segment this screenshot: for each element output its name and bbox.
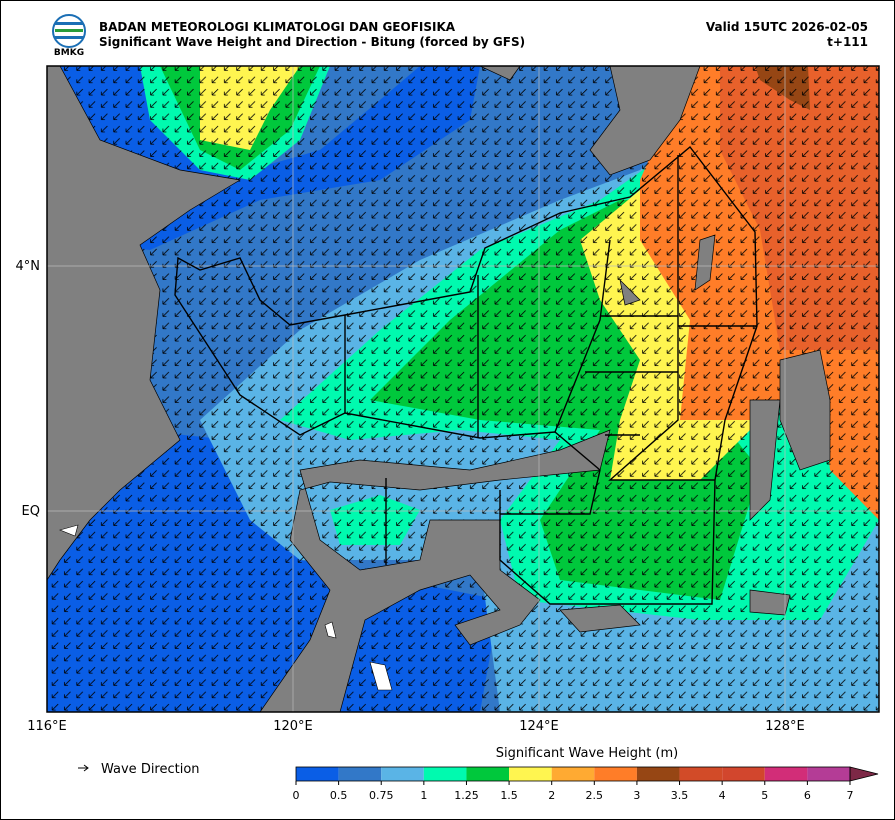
lon-label: 124°E — [519, 719, 559, 734]
arrow-icon — [78, 764, 89, 772]
colorbar-tick-label: 4 — [719, 789, 726, 802]
wave-direction-legend: Wave Direction — [101, 762, 200, 777]
logo-text: BMKG — [54, 48, 84, 58]
colorbar-tick-label: 0 — [293, 789, 300, 802]
lon-label: 128°E — [765, 719, 805, 734]
colorbar-tick-label: 3 — [633, 789, 640, 802]
logo: BMKG — [52, 14, 86, 58]
colorbar-tick-label: 1.5 — [500, 789, 518, 802]
colorbar-tick-label: 7 — [847, 789, 854, 802]
colorbar-segment — [764, 767, 808, 781]
colorbar-segment — [466, 767, 510, 781]
colorbar-tick-label: 2 — [548, 789, 555, 802]
colorbar-segment — [679, 767, 723, 781]
colorbar-segment — [594, 767, 637, 781]
lead-time: t+111 — [827, 35, 868, 49]
grid — [47, 66, 879, 712]
colorbar-frame — [295, 766, 851, 782]
lat-label: EQ — [22, 504, 40, 519]
colorbar-tick-label: 1 — [420, 789, 427, 802]
colorbar-tick-label: 3.5 — [671, 789, 689, 802]
colorbar-tick-label: 2.5 — [586, 789, 604, 802]
lon-label: 120°E — [273, 719, 313, 734]
map — [47, 66, 879, 712]
map-frame — [46, 65, 880, 713]
lat-label: 4°N — [16, 259, 41, 274]
valid-time: Valid 15UTC 2026-02-05 — [706, 20, 868, 34]
lon-label: 116°E — [27, 719, 67, 734]
agency: BADAN METEOROLOGI KLIMATOLOGI DAN GEOFIS… — [99, 20, 456, 34]
colorbar-segment — [509, 767, 552, 781]
colorbar: 0 0.5 0.75 1 1.25 1.5 2 2.5 3 3.5 4 5 6 7 — [293, 766, 879, 802]
colorbar-segment — [296, 767, 339, 781]
colorbar-segment — [807, 767, 850, 781]
subtitle: Significant Wave Height and Direction - … — [99, 35, 525, 49]
colorbar-segment — [636, 767, 680, 781]
zone-outlines — [174, 145, 758, 605]
colorbar-segment — [381, 767, 424, 781]
colorbar-segment — [551, 767, 595, 781]
colorbar-tick-label: 0.5 — [330, 789, 348, 802]
colorbar-title: Significant Wave Height (m) — [496, 746, 678, 761]
colorbar-tick-label: 0.75 — [369, 789, 394, 802]
colorbar-tick-label: 6 — [804, 789, 811, 802]
colorbar-segment — [722, 767, 765, 781]
colorbar-segment — [338, 767, 382, 781]
colorbar-tick-label: 5 — [761, 789, 768, 802]
colorbar-tick-label: 1.25 — [454, 789, 479, 802]
colorbar-segment — [423, 767, 467, 781]
